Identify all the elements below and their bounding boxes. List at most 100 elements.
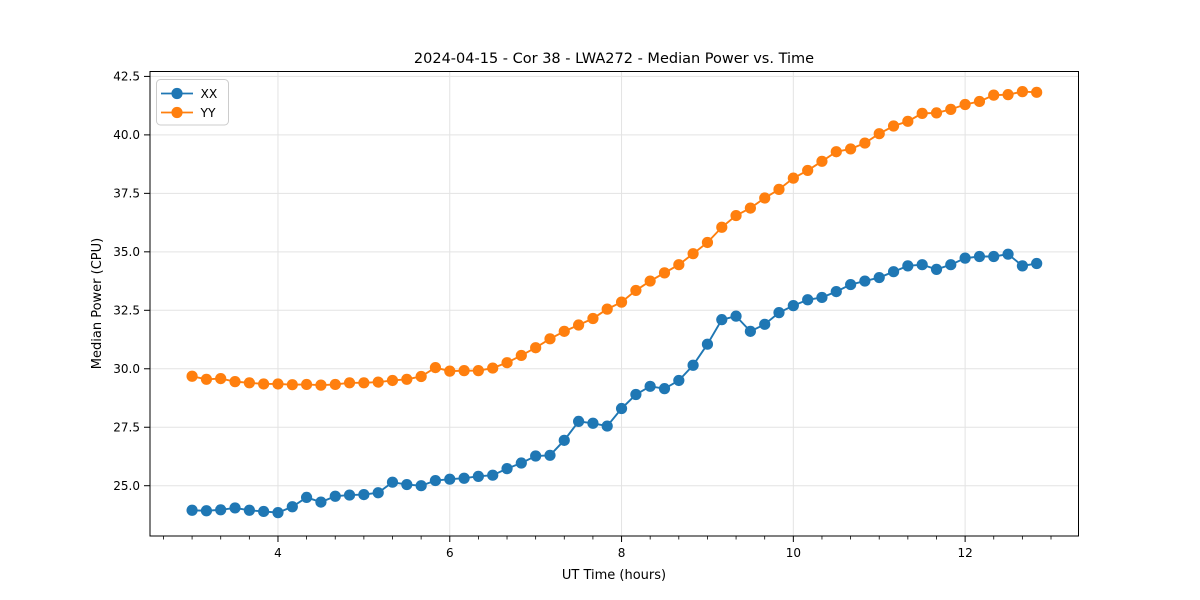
data-point-xx [358,489,370,501]
data-point-xx [988,250,1000,263]
x-axis-label: UT Time (hours) [562,568,666,583]
data-point-xx [916,259,928,271]
data-point-xx [716,314,728,326]
data-point-yy [415,370,427,383]
data-point-yy [186,370,198,382]
data-point-xx [845,278,857,291]
data-point-yy [930,107,943,119]
data-point-yy [272,378,284,390]
data-point-xx [386,476,399,488]
data-point-yy [916,107,928,119]
data-point-xx [587,417,599,429]
data-point-yy [472,365,484,377]
data-point-xx [401,478,413,491]
data-point-xx [730,310,742,322]
data-point-xx [744,325,756,337]
data-point-yy [286,379,298,391]
data-point-yy [329,378,341,391]
series-line-yy [191,90,1037,387]
legend-box [156,79,229,126]
plot-frame [149,71,1079,537]
data-point-yy [902,115,914,127]
data-point-yy [945,103,957,115]
data-point-yy [759,192,771,204]
data-point-xx [372,487,384,499]
data-point-yy [859,137,871,149]
legend-label-xx: XX [201,87,218,101]
data-point-yy [243,377,255,389]
data-point-yy [215,372,227,385]
data-point-yy [845,143,857,155]
data-point-yy [830,146,842,158]
data-point-xx [329,490,341,502]
data-point-yy [458,365,470,377]
data-point-yy [802,164,814,177]
data-point-yy [358,377,370,389]
data-point-yy [773,183,785,195]
data-point-xx [930,263,943,275]
x-tick-label: 12 [957,546,972,560]
data-point-xx [186,504,198,516]
data-point-xx [1002,248,1014,260]
data-point-yy [701,236,714,249]
data-point-xx [859,275,871,287]
grid-lines [150,71,1079,536]
data-point-yy [487,362,499,374]
data-point-xx [773,307,785,319]
y-tick-label: 32.5 [113,304,140,318]
data-point-xx [945,259,957,271]
data-point-yy [744,202,756,214]
data-point-yy [959,98,971,111]
data-point-xx [515,457,527,469]
data-point-yy [401,373,413,385]
data-point-xx [615,402,628,415]
axes: 4 6 8 10 12 25.0 27.5 30.0 32.5 35.0 37.5 40.0 42.5 [113,70,1079,560]
data-point-yy [515,349,527,362]
y-tick-label: 30.0 [113,362,140,376]
data-point-yy [973,95,986,108]
data-point-yy [1031,86,1043,98]
data-point-xx [215,504,227,516]
x-tick-label: 4 [274,546,282,560]
data-point-xx [300,491,313,504]
data-point-yy [687,248,699,260]
data-point-xx [802,294,814,306]
legend-marker-yy-icon [171,106,183,119]
data-point-xx [687,359,699,371]
data-point-yy [300,378,313,391]
data-point-xx [1016,260,1029,272]
y-tick-label: 25.0 [113,479,140,493]
data-point-yy [258,378,270,390]
data-point-xx [286,501,298,513]
data-point-xx [444,473,456,485]
data-point-xx [243,504,255,516]
data-point-xx [830,285,842,298]
data-point-xx [959,252,971,264]
data-point-yy [988,89,1000,101]
data-point-xx [343,489,356,501]
data-point-yy [573,319,585,331]
data-point-yy [315,379,327,391]
data-point-yy [644,275,656,287]
data-point-xx [544,449,556,461]
data-point-xx [873,271,885,284]
data-point-yy [1016,86,1029,98]
data-point-xx [487,469,499,481]
data-point-yy [615,296,628,308]
data-point-yy [386,374,399,387]
data-point-xx [701,338,714,350]
data-point-yy [343,377,356,389]
data-point-yy [530,342,542,354]
data-point-yy [444,365,456,377]
data-point-yy [673,259,685,271]
chart-title: 2024-04-15 - Cor 38 - LWA272 - Median Po… [414,51,814,67]
data-point-xx [673,374,685,387]
data-point-xx [258,505,270,518]
y-axis-label: Median Power (CPU) [90,238,105,369]
data-point-yy [658,267,671,279]
data-point-yy [887,120,900,132]
x-tick-label: 8 [618,546,626,560]
data-point-xx [887,266,900,278]
